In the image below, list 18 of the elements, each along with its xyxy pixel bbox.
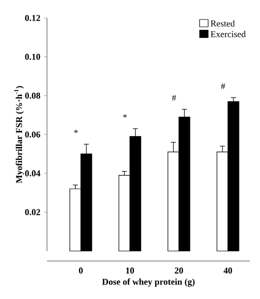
- legend-label: Exercised: [210, 30, 246, 38]
- y-tick-label: 0.08: [25, 92, 40, 99]
- y-tick-label: 0.12: [25, 14, 40, 22]
- legend-label: Rested: [210, 20, 235, 27]
- x-tick-label: 10: [126, 268, 134, 274]
- annotation: #: [172, 94, 176, 101]
- y-tick-label: 0.02: [25, 209, 40, 216]
- x-axis-title: Dose of whey protein (g): [102, 278, 195, 287]
- y-axis-title: Myofibrillar FSR (%·h$^{-1}$): [14, 86, 24, 184]
- annotation: *: [123, 114, 127, 118]
- annotation: *: [74, 130, 78, 134]
- y-tick-label: 0.10: [25, 54, 40, 60]
- x-tick-label: 20: [174, 268, 184, 274]
- x-tick-label: 40: [224, 268, 232, 274]
- y-tick-label: 0.04: [25, 170, 40, 176]
- x-tick-label: 0: [78, 268, 83, 274]
- annotation: #: [220, 83, 226, 90]
- y-tick-label: 0.06: [25, 131, 40, 138]
